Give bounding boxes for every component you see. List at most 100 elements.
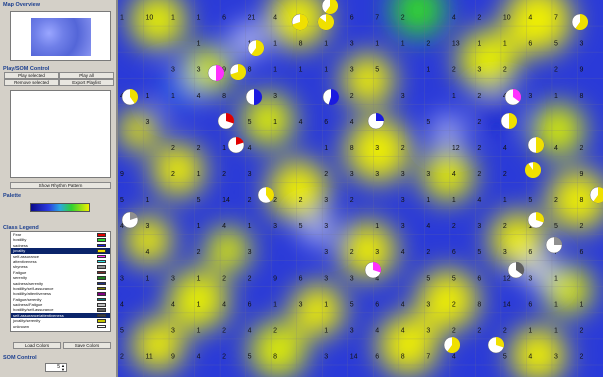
cell-count[interactable]: 3 xyxy=(528,93,532,100)
cell-count[interactable]: 2 xyxy=(503,67,507,74)
legend-item[interactable]: hostility xyxy=(11,237,110,242)
cell-count[interactable]: 8 xyxy=(273,353,277,360)
cell-count[interactable]: 1 xyxy=(171,93,175,100)
class-pie-marker[interactable] xyxy=(527,211,545,229)
cell-count[interactable]: 4 xyxy=(452,171,456,178)
cell-count[interactable]: 11 xyxy=(146,353,153,360)
cell-count[interactable]: 3 xyxy=(579,41,583,48)
remove-selected-button[interactable]: Remove selected xyxy=(4,79,59,86)
cell-count[interactable]: 2 xyxy=(248,197,252,204)
legend-color-swatch[interactable] xyxy=(97,270,106,275)
cell-count[interactable]: 14 xyxy=(503,301,511,308)
legend-item[interactable]: shyness xyxy=(11,264,110,269)
cell-count[interactable]: 3 xyxy=(324,223,328,230)
cell-count[interactable]: 2 xyxy=(452,301,456,308)
cell-count[interactable]: 1 xyxy=(554,93,558,100)
cell-count[interactable]: 3 xyxy=(248,171,252,178)
map-overview-thumbnail[interactable] xyxy=(10,11,111,61)
play-selected-button[interactable]: Play selected xyxy=(4,72,59,79)
class-pie-marker[interactable] xyxy=(245,88,263,106)
cell-count[interactable]: 2 xyxy=(477,327,481,334)
cell-count[interactable]: 3 xyxy=(324,249,328,256)
cell-count[interactable]: 6 xyxy=(222,15,226,22)
cell-count[interactable]: 4 xyxy=(528,353,532,360)
cell-count[interactable]: 2 xyxy=(452,223,456,230)
cell-count[interactable]: 1 xyxy=(197,171,201,178)
legend-color-swatch[interactable] xyxy=(97,319,106,323)
cell-count[interactable]: 7 xyxy=(375,15,379,22)
cell-count[interactable]: 3 xyxy=(171,327,175,334)
cell-count[interactable]: 5 xyxy=(299,223,303,230)
cell-count[interactable]: 1 xyxy=(273,119,277,126)
cell-count[interactable]: 3 xyxy=(273,223,277,230)
cell-count[interactable]: 1 xyxy=(554,327,558,334)
legend-item[interactable]: Fatigue/serenity xyxy=(11,297,110,302)
class-pie-marker[interactable] xyxy=(217,112,235,130)
cell-count[interactable]: 4 xyxy=(171,301,175,308)
cell-count[interactable]: 5 xyxy=(528,197,532,204)
cell-count[interactable]: 3 xyxy=(401,223,405,230)
cell-count[interactable]: 6 xyxy=(528,41,532,48)
legend-color-swatch[interactable] xyxy=(97,324,106,329)
cell-count[interactable]: 2 xyxy=(350,93,354,100)
class-pie-marker[interactable] xyxy=(571,13,589,31)
cell-count[interactable]: 9 xyxy=(171,353,175,360)
cell-count[interactable]: 2 xyxy=(503,171,507,178)
class-pie-marker[interactable] xyxy=(247,39,265,57)
cell-count[interactable]: 1 xyxy=(324,67,328,74)
cell-count[interactable]: 1 xyxy=(120,15,124,22)
cell-count[interactable]: 5 xyxy=(248,119,252,126)
cell-count[interactable]: 1 xyxy=(324,327,328,334)
cell-count[interactable]: 1 xyxy=(503,197,507,204)
cell-count[interactable]: 1 xyxy=(197,223,201,230)
cell-count[interactable]: 5 xyxy=(248,353,252,360)
class-pie-marker[interactable] xyxy=(545,236,563,254)
cell-count[interactable]: 3 xyxy=(248,249,252,256)
cell-count[interactable]: 1 xyxy=(554,275,558,282)
class-pie-marker[interactable] xyxy=(227,136,245,154)
spinner-arrows-icon[interactable]: ▲ ▼ xyxy=(61,363,65,372)
cell-count[interactable]: 2 xyxy=(222,171,226,178)
cell-count[interactable]: 2 xyxy=(401,15,405,22)
legend-item[interactable]: sadness xyxy=(11,243,110,248)
cell-count[interactable]: 2 xyxy=(248,275,252,282)
class-pie-marker[interactable] xyxy=(322,88,340,106)
legend-item[interactable]: jovality xyxy=(11,248,110,254)
cell-count[interactable]: 1 xyxy=(197,327,201,334)
class-legend-list[interactable]: Fear hostility sadness jovality self-assuran… xyxy=(10,231,111,332)
cell-count[interactable]: 1 xyxy=(248,223,252,230)
cell-count[interactable]: 4 xyxy=(503,145,507,152)
cell-count[interactable]: 8 xyxy=(579,93,583,100)
cell-count[interactable]: 1 xyxy=(375,41,379,48)
cell-count[interactable]: 1 xyxy=(197,275,201,282)
cell-count[interactable]: 4 xyxy=(452,15,456,22)
cell-count[interactable]: 6 xyxy=(248,301,252,308)
class-pie-marker[interactable] xyxy=(524,161,542,179)
legend-item[interactable]: Fatigue xyxy=(11,270,110,275)
cell-count[interactable]: 4 xyxy=(401,249,405,256)
cell-count[interactable]: 3 xyxy=(299,301,303,308)
cell-count[interactable]: 1 xyxy=(579,301,583,308)
legend-color-swatch[interactable] xyxy=(97,303,106,307)
class-pie-marker[interactable] xyxy=(364,261,382,279)
cell-count[interactable]: 7 xyxy=(554,15,558,22)
cell-count[interactable]: 1 xyxy=(477,41,481,48)
cell-count[interactable]: 3 xyxy=(401,93,405,100)
legend-item[interactable]: sadness/serenity xyxy=(11,281,110,286)
cell-count[interactable]: 6 xyxy=(579,249,583,256)
class-pie-marker[interactable] xyxy=(487,336,505,354)
cell-count[interactable]: 4 xyxy=(452,353,456,360)
cell-count[interactable]: 2 xyxy=(222,353,226,360)
class-pie-marker[interactable] xyxy=(589,186,603,204)
class-pie-marker[interactable] xyxy=(321,0,339,15)
cell-count[interactable]: 2 xyxy=(452,327,456,334)
cell-count[interactable]: 4 xyxy=(197,93,201,100)
legend-item[interactable]: self-assurance xyxy=(11,254,110,259)
cell-count[interactable]: 3 xyxy=(426,327,430,334)
cell-count[interactable]: 2 xyxy=(477,93,481,100)
cell-count[interactable]: 10 xyxy=(146,15,154,22)
cell-count[interactable]: 1 xyxy=(146,197,150,204)
cell-count[interactable]: 4 xyxy=(222,223,226,230)
legend-color-swatch[interactable] xyxy=(97,254,106,259)
cell-count[interactable]: 8 xyxy=(350,145,354,152)
